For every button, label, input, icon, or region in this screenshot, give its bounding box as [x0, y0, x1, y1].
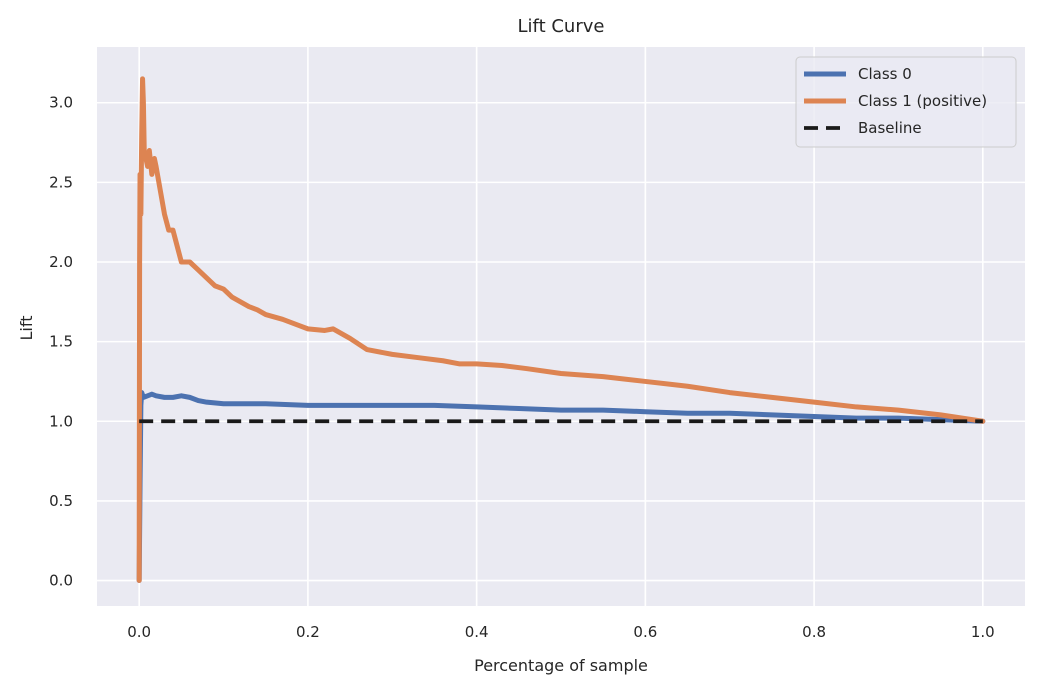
legend: Class 0 Class 1 (positive) Baseline	[795, 56, 1017, 148]
x-tick-label: 0.2	[296, 623, 320, 641]
x-tick-label: 1.0	[971, 623, 995, 641]
x-tick-label: 0.4	[465, 623, 489, 641]
y-tick-label: 1.0	[49, 412, 73, 430]
y-tick-label: 0.0	[49, 572, 73, 590]
series-line-class-0	[136, 390, 986, 584]
y-tick-label: 0.5	[49, 492, 73, 510]
y-tick-label: 2.5	[49, 173, 73, 191]
y-tick-label: 2.0	[49, 253, 73, 271]
tick-labels: 0.0 0.2 0.4 0.6 0.8 1.0 0.0 0.5 1.0 1.5 2.0 2.5 3.0	[49, 94, 995, 641]
series-line-class-1-positive	[136, 76, 986, 584]
chart-title: Lift Curve	[518, 16, 605, 37]
y-tick-label: 3.0	[49, 94, 73, 112]
x-axis-label: Percentage of sample	[474, 656, 648, 675]
legend-label: Baseline	[858, 119, 922, 137]
legend-label: Class 0	[858, 65, 912, 83]
series-lines	[136, 76, 986, 584]
y-tick-label: 1.5	[49, 333, 73, 351]
y-axis-label: Lift	[17, 316, 36, 341]
legend-label: Class 1 (positive)	[858, 92, 987, 110]
legend-box	[795, 56, 1017, 148]
x-tick-label: 0.6	[633, 623, 657, 641]
x-tick-label: 0.0	[127, 623, 151, 641]
x-tick-label: 0.8	[802, 623, 826, 641]
